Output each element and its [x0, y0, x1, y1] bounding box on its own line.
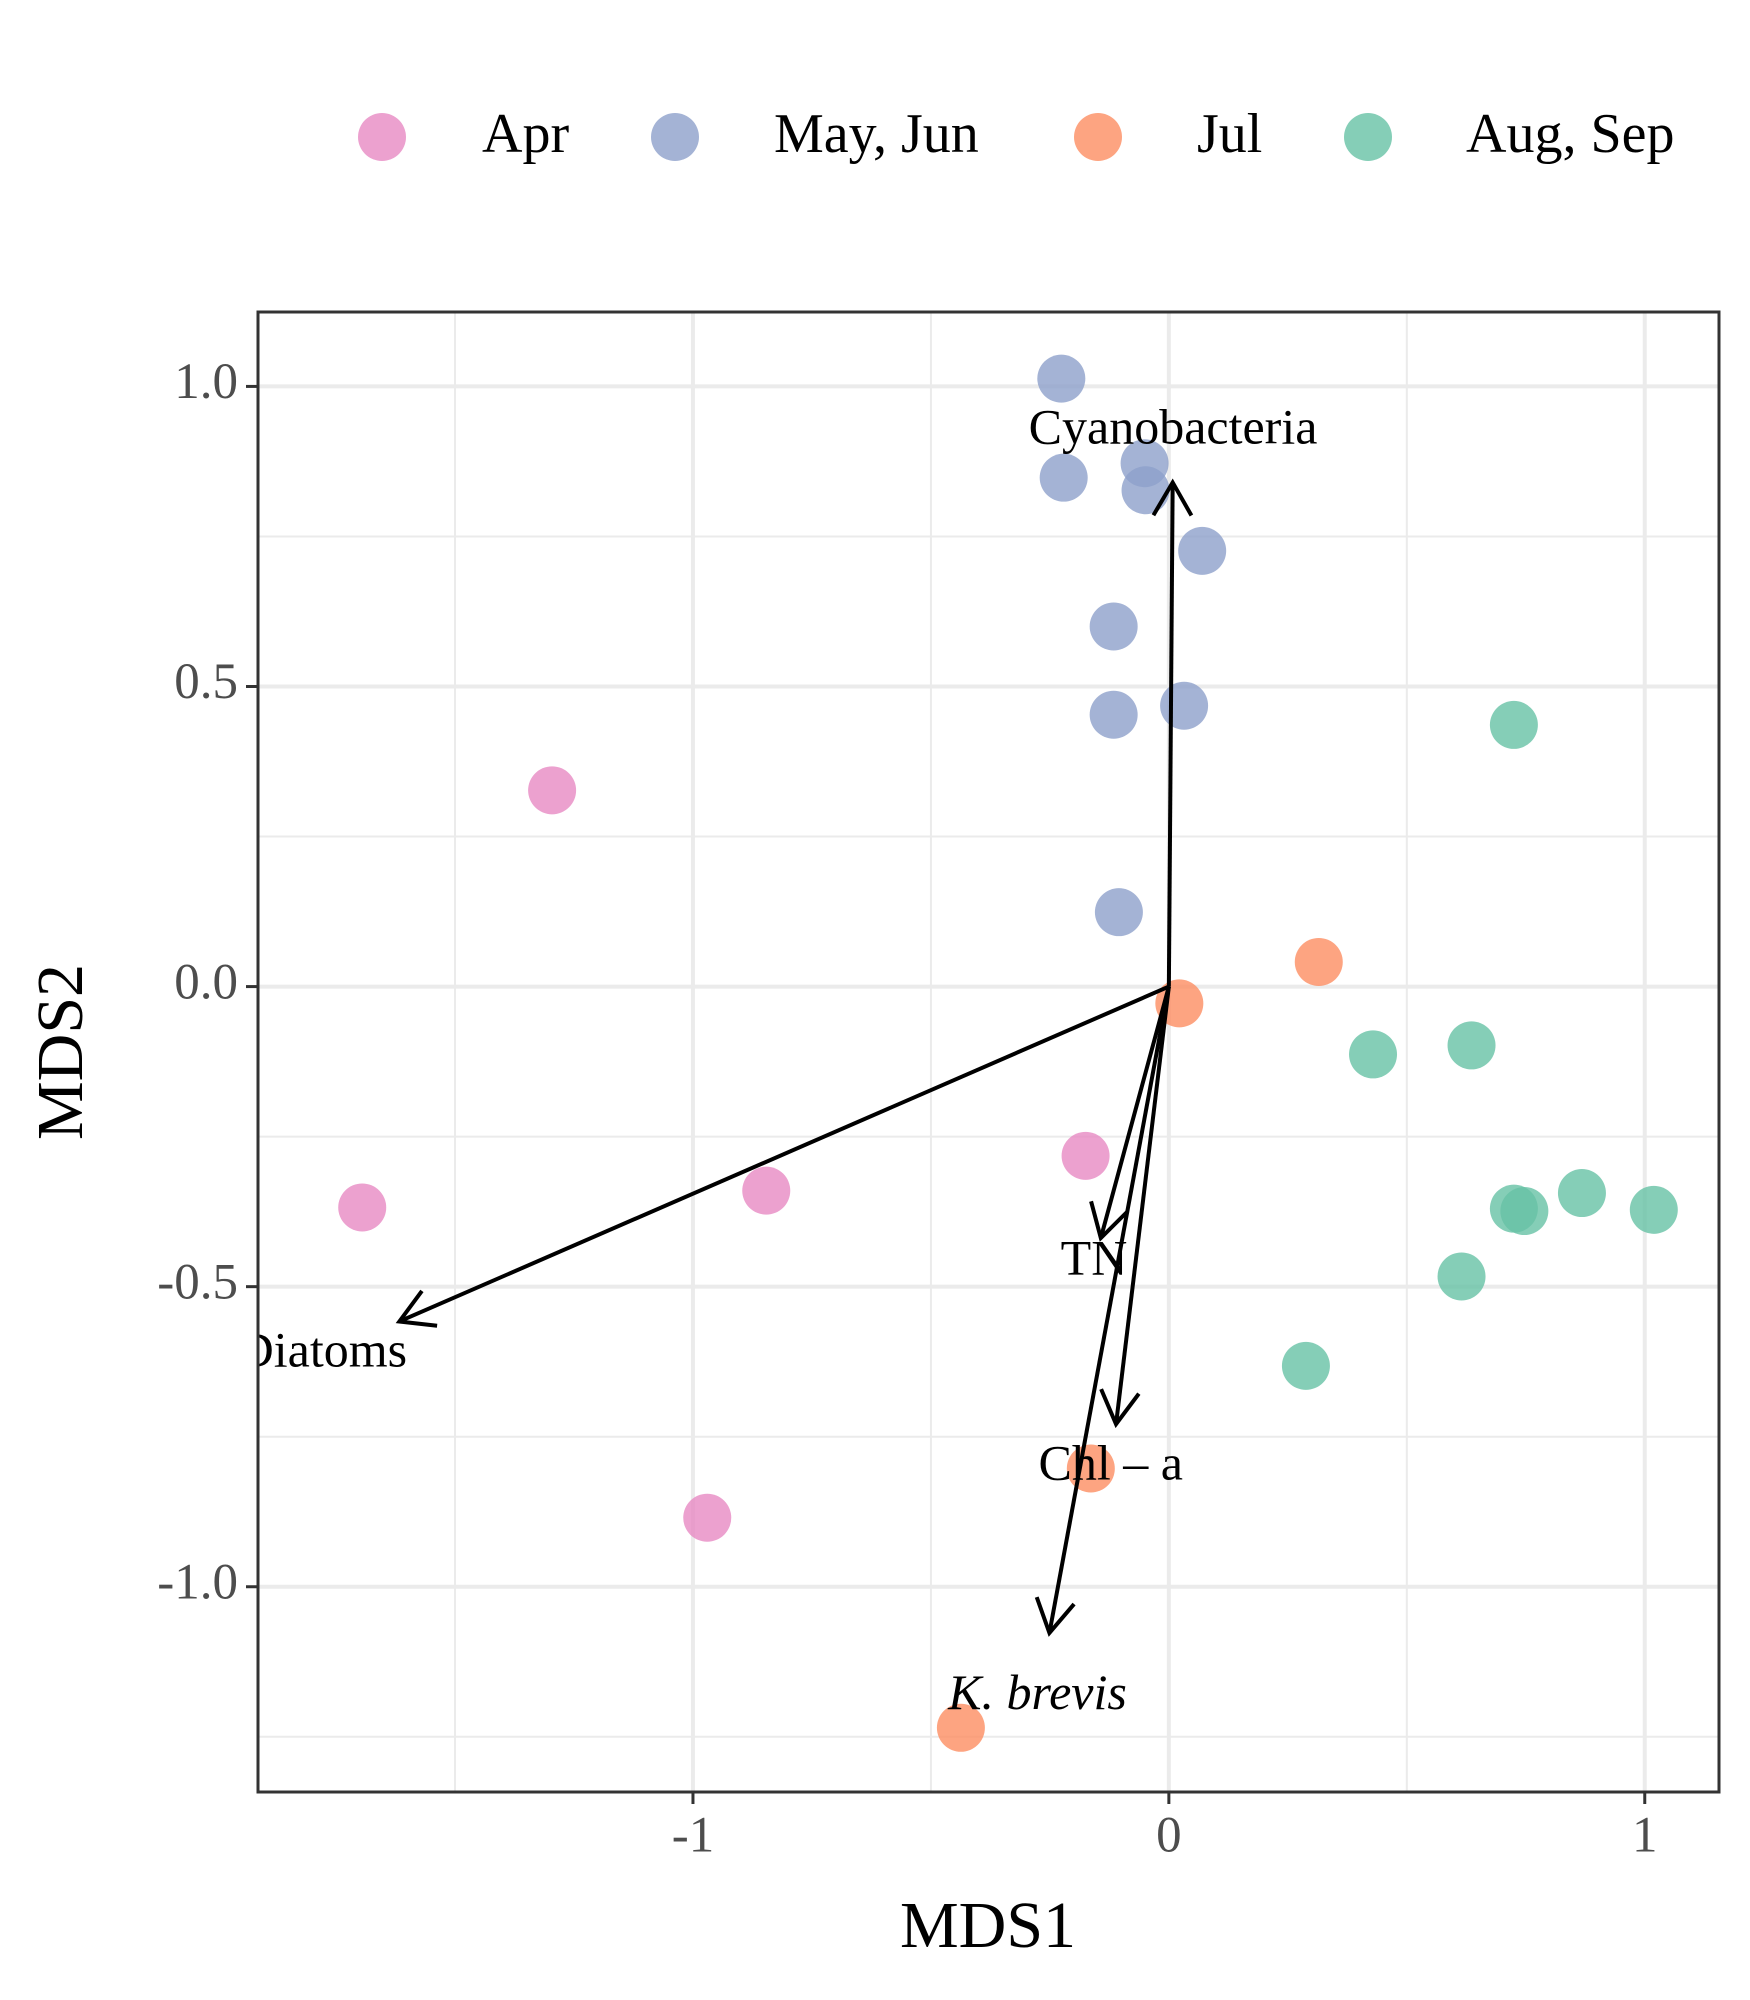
vector-head — [395, 1289, 438, 1328]
point — [1121, 466, 1170, 515]
y-tick-label: -0.5 — [157, 1254, 238, 1310]
x-tick-label: 1 — [1632, 1808, 1658, 1864]
vector-label: Chl – a — [1039, 1434, 1183, 1490]
vector-head — [1151, 478, 1194, 517]
point — [1089, 602, 1138, 651]
vector — [1099, 986, 1171, 1429]
x-tick-label: 0 — [1156, 1808, 1182, 1864]
legend-label: Aug, Sep — [1466, 103, 1674, 165]
point — [1160, 681, 1209, 730]
point — [1500, 1187, 1549, 1236]
point — [1178, 526, 1227, 575]
legend-label: May, Jun — [774, 103, 979, 165]
point — [1349, 1030, 1398, 1079]
point — [338, 1183, 387, 1232]
vector — [395, 984, 1170, 1328]
vector-shaft — [1098, 986, 1171, 1239]
point — [1037, 354, 1086, 403]
legend-key — [651, 113, 699, 161]
x-tick-label: -1 — [672, 1808, 714, 1864]
point — [528, 766, 577, 815]
panel-border — [256, 310, 1721, 1794]
y-tick-label: 0.0 — [174, 954, 238, 1010]
vector — [1151, 478, 1194, 987]
x-axis-title: MDS1 — [900, 1889, 1076, 1962]
point — [1447, 1021, 1496, 1070]
vector-label: K. brevis — [947, 1664, 1127, 1720]
point — [1089, 690, 1138, 739]
point — [1281, 1341, 1330, 1390]
vector-shaft — [1166, 482, 1175, 987]
legend-key — [1344, 113, 1392, 161]
point — [683, 1493, 732, 1542]
point — [936, 1703, 985, 1752]
point — [1557, 1169, 1606, 1218]
point — [1629, 1185, 1678, 1234]
legend-key — [358, 113, 406, 161]
vector — [1034, 986, 1171, 1637]
vector-head — [1034, 1596, 1076, 1637]
point — [1437, 1252, 1486, 1301]
point — [1061, 1131, 1110, 1180]
point — [1094, 888, 1143, 937]
point — [742, 1166, 791, 1215]
vector-head — [1099, 1388, 1141, 1429]
legend-label: Jul — [1197, 103, 1262, 165]
y-axis-title: MDS2 — [24, 964, 97, 1140]
vector-shaft — [1114, 986, 1171, 1425]
legend-key — [1074, 113, 1122, 161]
y-tick-label: -1.0 — [157, 1554, 238, 1610]
y-tick-label: 0.5 — [174, 654, 238, 710]
vector-label: Cyanobacteria — [1029, 399, 1318, 455]
panel-background — [258, 312, 1719, 1792]
point — [1294, 937, 1343, 986]
vector-head — [1089, 1200, 1130, 1242]
vector-label: Diatoms — [238, 1321, 407, 1377]
legend: Apr May, Jun Jul Aug, Sep — [358, 103, 1674, 165]
point — [1039, 453, 1088, 502]
vector-shaft — [398, 984, 1170, 1324]
point — [1489, 700, 1538, 749]
axes: -1 0 1 -1.0 -0.5 0.0 0.5 1.0 — [157, 354, 1657, 1864]
vector-shaft — [1047, 986, 1171, 1634]
legend-label: Apr — [482, 103, 569, 165]
y-tick-label: 1.0 — [174, 354, 238, 410]
vector — [1089, 986, 1171, 1242]
